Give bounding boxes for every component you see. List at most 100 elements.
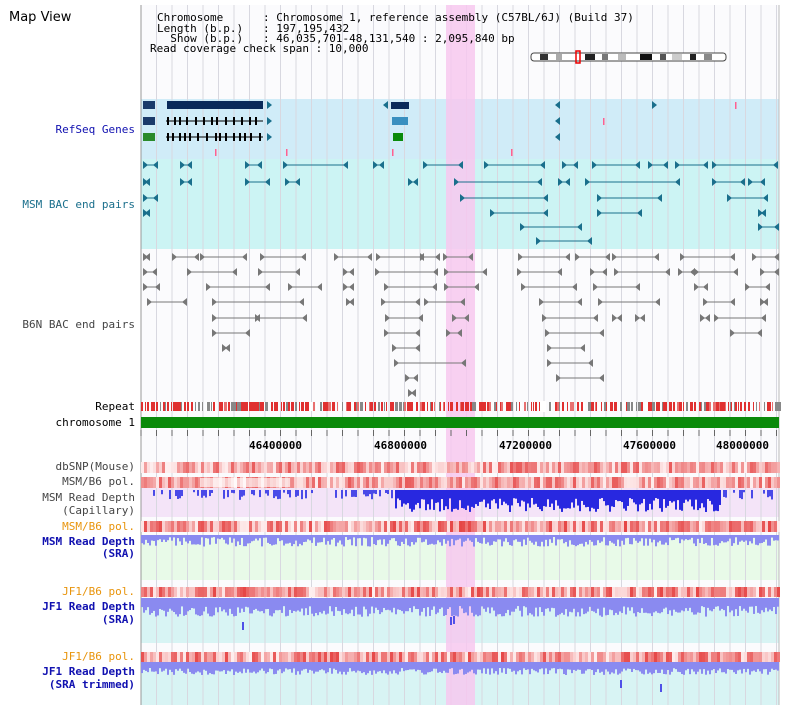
depth-bar [281, 535, 283, 541]
polymorphism-cell [339, 521, 342, 532]
track-label-chromosome[interactable]: chromosome 1 [55, 416, 135, 429]
polymorphism-cell [522, 477, 525, 488]
depth-bar [515, 490, 517, 499]
depth-bar [719, 662, 721, 669]
depth-bar [687, 598, 689, 611]
polymorphism-cell [153, 462, 156, 473]
polymorphism-cell [348, 477, 351, 488]
track-label-dbsnp[interactable]: dbSNP(Mouse) [55, 460, 135, 473]
polymorphism-cell [306, 587, 309, 597]
depth-bar [227, 490, 229, 498]
depth-bar [187, 598, 189, 612]
depth-bar [691, 598, 693, 613]
depth-bar [373, 598, 375, 614]
track-label-msm-b6-pol[interactable]: MSM/B6 pol. [62, 475, 135, 488]
depth-bar [449, 490, 451, 499]
repeat-segment [479, 402, 481, 411]
polymorphism-cell [177, 462, 180, 473]
depth-bar [689, 662, 691, 675]
repeat-segment [570, 402, 573, 411]
b6n-bac-pair-end [760, 268, 765, 276]
polymorphism-cell [651, 652, 654, 662]
depth-bar [241, 535, 243, 538]
depth-bar [543, 490, 545, 507]
depth-bar [485, 490, 487, 508]
depth-bar [717, 535, 719, 546]
depth-bar [475, 535, 477, 539]
ideogram-band [602, 54, 608, 60]
polymorphism-cell [462, 587, 465, 597]
polymorphism-cell [351, 477, 354, 488]
depth-bar [299, 598, 301, 612]
polymorphism-cell [159, 587, 162, 597]
track-label-msm-depth-capillary[interactable]: MSM Read Depth [42, 491, 135, 504]
depth-bar [677, 490, 679, 501]
repeat-segment [520, 402, 522, 411]
b6n-bac-pair-end [557, 268, 562, 276]
msm-bac-pair-end [153, 194, 158, 202]
polymorphism-cell [321, 587, 324, 597]
depth-bar [639, 662, 641, 672]
track-label-jf1-b6-pol[interactable]: JF1/B6 pol. [62, 585, 135, 598]
depth-bar [775, 535, 777, 541]
repeat-segment [501, 402, 502, 411]
depth-bar [413, 598, 415, 607]
track-label-msm-bac[interactable]: MSM BAC end pairs [22, 198, 135, 211]
depth-bar [205, 490, 207, 498]
track-label-jf1-depth-trimmed-sub: (SRA trimmed) [48, 678, 135, 691]
depth-bar [431, 662, 433, 672]
depth-bar [435, 535, 437, 545]
depth-bar [531, 598, 533, 615]
depth-bar [543, 598, 545, 616]
polymorphism-cell [231, 652, 234, 662]
depth-bar [243, 662, 245, 669]
depth-bar [375, 662, 377, 674]
track-label-jf1-b6-pol-2[interactable]: JF1/B6 pol. [62, 650, 135, 663]
track-label-jf1-depth-trimmed[interactable]: JF1 Read Depth [42, 665, 135, 678]
polymorphism-cell [306, 521, 309, 532]
gene-start [143, 117, 155, 125]
polymorphism-cell [234, 521, 237, 532]
polymorphism-cell [675, 587, 678, 597]
depth-bar [409, 598, 411, 609]
polymorphism-cell [489, 477, 492, 488]
track-label-b6n-bac[interactable]: B6N BAC end pairs [22, 318, 135, 331]
depth-bar [141, 662, 143, 674]
depth-bar [721, 662, 723, 673]
polymorphism-cell [642, 587, 645, 597]
depth-bar [225, 535, 227, 544]
polymorphism-cell [684, 477, 687, 488]
polymorphism-cell [651, 462, 654, 473]
polymorphism-cell [615, 587, 618, 597]
repeat-segment [620, 402, 622, 411]
depth-bar [653, 598, 655, 613]
track-label-repeat[interactable]: Repeat [95, 400, 135, 413]
depth-bar [441, 535, 443, 546]
track-label-refseq[interactable]: RefSeq Genes [55, 123, 135, 136]
repeat-segment [535, 402, 537, 411]
track-label-msm-depth-sra[interactable]: MSM Read Depth [42, 535, 135, 548]
polymorphism-cell [396, 462, 399, 473]
b6n-bac-pair-end [521, 283, 526, 291]
b6n-bac-pair-end [602, 268, 607, 276]
track-label-jf1-depth-sra[interactable]: JF1 Read Depth [42, 600, 135, 613]
depth-bar [389, 662, 391, 672]
depth-bar [447, 535, 449, 541]
track-label-msm-b6-pol-2[interactable]: MSM/B6 pol. [62, 520, 135, 533]
depth-bar [169, 662, 171, 670]
gene-exon [225, 133, 227, 141]
depth-bar [299, 535, 301, 544]
b6n-bac-pair-end [433, 268, 438, 276]
polymorphism-cell [372, 462, 375, 473]
ideogram-band [640, 54, 652, 60]
ideogram-marker [575, 50, 581, 64]
polymorphism-cell [372, 477, 375, 488]
depth-bar [585, 490, 587, 508]
polymorphism-cell [183, 477, 186, 488]
polymorphism-cell [540, 477, 543, 488]
polymorphism-cell [567, 652, 570, 662]
depth-bar [493, 598, 495, 611]
polymorphism-cell [660, 521, 663, 532]
polymorphism-cell [681, 462, 684, 473]
depth-bar [281, 598, 283, 613]
